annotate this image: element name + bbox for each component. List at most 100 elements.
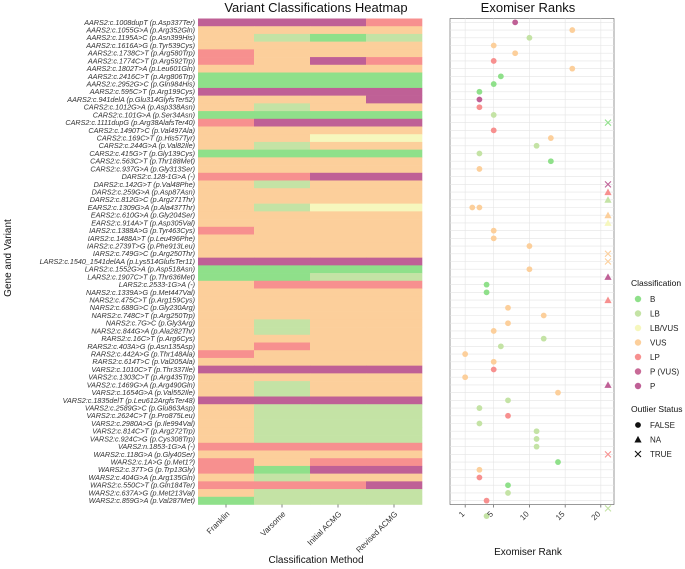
heatmap-cell	[310, 327, 367, 336]
scatter-point	[540, 312, 547, 319]
scatter-point	[476, 150, 483, 157]
row-label: EARS2:c.914A>T (p.Asp305Val)	[91, 218, 195, 227]
scatter-point	[490, 227, 497, 234]
heatmap-cell	[254, 165, 311, 174]
heatmap-cell	[310, 180, 367, 189]
scatter-panel	[449, 18, 615, 505]
heatmap-cell	[366, 381, 423, 390]
heatmap-cell	[254, 342, 311, 351]
scatter-point	[547, 135, 554, 141]
heatmap-cell	[366, 388, 423, 397]
scatter-point	[569, 27, 576, 33]
row-label: CARS2:c.563C>T (p.Thr188Met)	[90, 157, 195, 166]
scatter-point	[490, 328, 497, 334]
heatmap-cell	[198, 242, 255, 251]
heatmap-cell	[198, 249, 255, 258]
row-label: RARS2:c.403A>G (p.Asn135Asp)	[87, 342, 195, 351]
heatmap-cell	[254, 41, 311, 50]
heatmap-cell	[254, 357, 311, 366]
heatmap-cell	[198, 458, 255, 467]
scatter-point	[483, 513, 490, 519]
heatmap-cell	[366, 319, 423, 328]
heatmap-cell	[310, 427, 367, 436]
row-label: DARS2:c.128-1G>A (-)	[122, 172, 195, 181]
heatmap-cell	[310, 396, 367, 405]
row-label: LARS2:c.2533-1G>A (-)	[119, 280, 195, 289]
row-label: VARS2:n.1853-1G>A (-)	[118, 442, 195, 451]
heatmap-cell	[254, 442, 311, 451]
heatmap-cell	[198, 427, 255, 436]
heatmap-cell	[254, 111, 311, 120]
row-label: AARS2:c.595C>T (p.Arg199Cys)	[89, 87, 195, 96]
heatmap-cell	[254, 180, 311, 189]
row-label: NARS2:c.748C>T (p.Arg250Trp)	[91, 311, 195, 320]
heatmap-cell	[198, 334, 255, 343]
heatmap-cell	[310, 481, 367, 490]
heatmap-cell	[198, 381, 255, 390]
heatmap-cell	[366, 481, 423, 490]
heatmap-cell	[254, 257, 311, 266]
heatmap-cell	[254, 373, 311, 382]
heatmap-cell	[366, 288, 423, 297]
heatmap-cell	[198, 319, 255, 328]
heatmap-cell	[198, 134, 255, 143]
heatmap-cell	[254, 64, 311, 73]
heatmap-cell	[310, 334, 367, 343]
row-label: AARS2:c.1195A>C (p.Asn399His)	[86, 33, 195, 42]
heatmap-cell	[310, 41, 367, 50]
heatmap-cell	[254, 33, 311, 42]
heatmap-cell	[310, 419, 367, 428]
heatmap-cell	[198, 489, 255, 498]
row-label: AARS2:c.1008dupT (p.Asp337Ter)	[83, 18, 195, 27]
heatmap-cell	[198, 80, 255, 89]
heatmap-cell	[366, 80, 423, 89]
heatmap-cell	[198, 288, 255, 297]
heatmap-cell	[254, 18, 311, 27]
row-label: VARS2:c.2589G>C (p.Glu863Asp)	[85, 403, 195, 412]
heatmap-cell	[254, 203, 311, 212]
scatter-point	[604, 211, 612, 219]
scatter-point	[462, 374, 469, 381]
heatmap-cell	[254, 327, 311, 336]
scatter-point	[505, 304, 511, 311]
heatmap-cell	[198, 188, 255, 197]
heatmap-cell	[254, 234, 311, 243]
heatmap-cell	[366, 195, 423, 204]
row-label: CARS2:c.937G>A (p.Gly313Ser)	[90, 164, 195, 173]
heatmap-cell	[198, 365, 255, 374]
row-label: WARS2:c.118G>A (p.Gly40Ser)	[93, 450, 195, 459]
row-label: CARS2:c.415G>T (p.Gly139Cys)	[89, 149, 195, 158]
scatter-point	[476, 96, 483, 103]
scatter-x-axis-title: Exomiser Rank	[494, 547, 563, 558]
heatmap-cell	[310, 473, 367, 482]
heatmap-cell	[366, 172, 423, 181]
heatmap-cell	[366, 126, 423, 135]
heatmap-cell	[198, 296, 255, 305]
row-label: CARS2:c.1111dupG (p.Arg38AlafsTer40)	[65, 118, 195, 127]
row-label: DARS2:c.812G>C (p.Arg271Thr)	[90, 195, 195, 204]
scatter-point	[490, 58, 497, 64]
heatmap-cell	[254, 26, 311, 35]
heatmap-cell	[198, 273, 255, 282]
scatter-point	[533, 142, 540, 149]
heatmap-cell	[198, 126, 255, 135]
legend-class-label: P	[650, 382, 655, 391]
heatmap-cell	[254, 118, 311, 127]
row-label: DARS2:c.259G>A (p.Asp87Asn)	[92, 187, 195, 196]
heatmap-cell	[198, 473, 255, 482]
scatter-point	[505, 412, 511, 419]
heatmap-cell	[198, 87, 255, 96]
heatmap-grid	[198, 18, 423, 505]
heatmap-cell	[254, 242, 311, 251]
heatmap-cell	[310, 64, 367, 73]
heatmap-cell	[310, 288, 367, 297]
row-label: WARS2:c.37T>G (p.Trp13Gly)	[98, 465, 195, 474]
heatmap-cell	[310, 489, 367, 498]
row-label: NARS2:c.1339A>G (p.Met447Val)	[86, 288, 195, 297]
heatmap-cell	[366, 219, 423, 228]
heatmap-cell	[254, 49, 311, 58]
heatmap-cell	[254, 80, 311, 89]
heatmap-cell	[254, 381, 311, 390]
scatter-point	[569, 65, 576, 72]
heatmap-cell	[310, 95, 367, 104]
